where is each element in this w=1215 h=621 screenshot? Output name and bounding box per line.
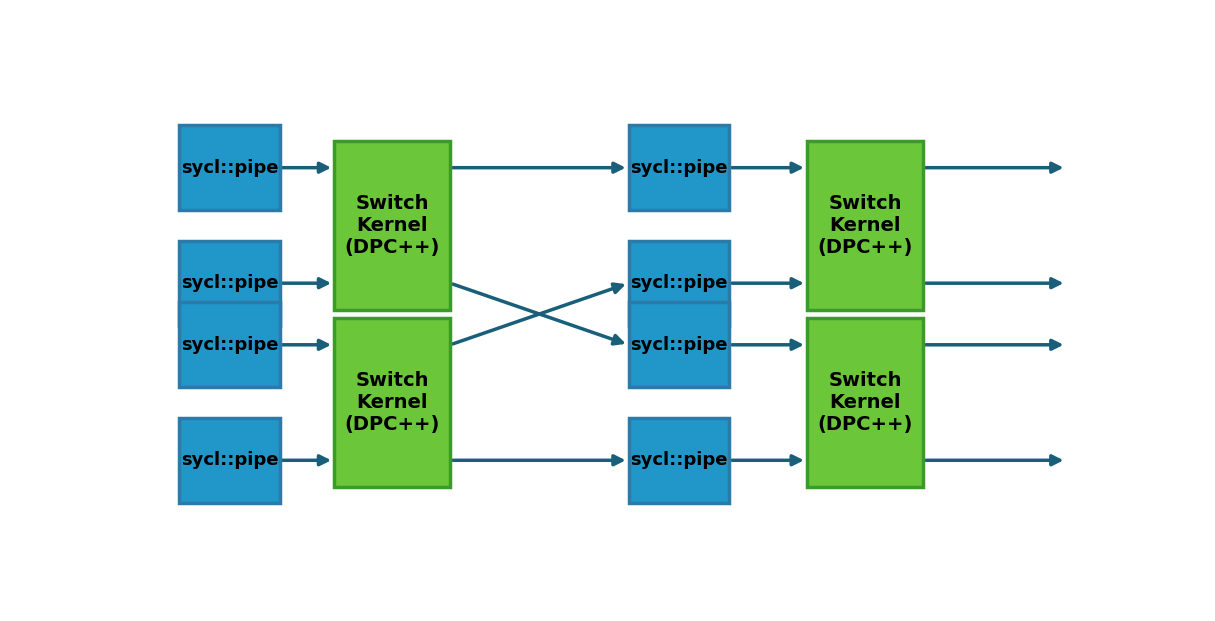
FancyBboxPatch shape [628,241,729,325]
Text: sycl::pipe: sycl::pipe [631,451,728,469]
FancyBboxPatch shape [807,318,923,487]
FancyBboxPatch shape [179,125,279,210]
Text: sycl::pipe: sycl::pipe [181,451,278,469]
Text: Switch
Kernel
(DPC++): Switch Kernel (DPC++) [818,371,912,434]
FancyBboxPatch shape [807,141,923,310]
Text: Switch
Kernel
(DPC++): Switch Kernel (DPC++) [818,194,912,257]
FancyBboxPatch shape [179,418,279,502]
FancyBboxPatch shape [628,302,729,387]
FancyBboxPatch shape [628,125,729,210]
Text: sycl::pipe: sycl::pipe [181,159,278,177]
Text: sycl::pipe: sycl::pipe [631,274,728,292]
FancyBboxPatch shape [179,302,279,387]
FancyBboxPatch shape [334,318,451,487]
FancyBboxPatch shape [628,418,729,502]
Text: sycl::pipe: sycl::pipe [181,336,278,354]
Text: sycl::pipe: sycl::pipe [181,274,278,292]
Text: sycl::pipe: sycl::pipe [631,336,728,354]
Text: Switch
Kernel
(DPC++): Switch Kernel (DPC++) [344,371,440,434]
Text: sycl::pipe: sycl::pipe [631,159,728,177]
FancyBboxPatch shape [334,141,451,310]
Text: Switch
Kernel
(DPC++): Switch Kernel (DPC++) [344,194,440,257]
FancyBboxPatch shape [179,241,279,325]
